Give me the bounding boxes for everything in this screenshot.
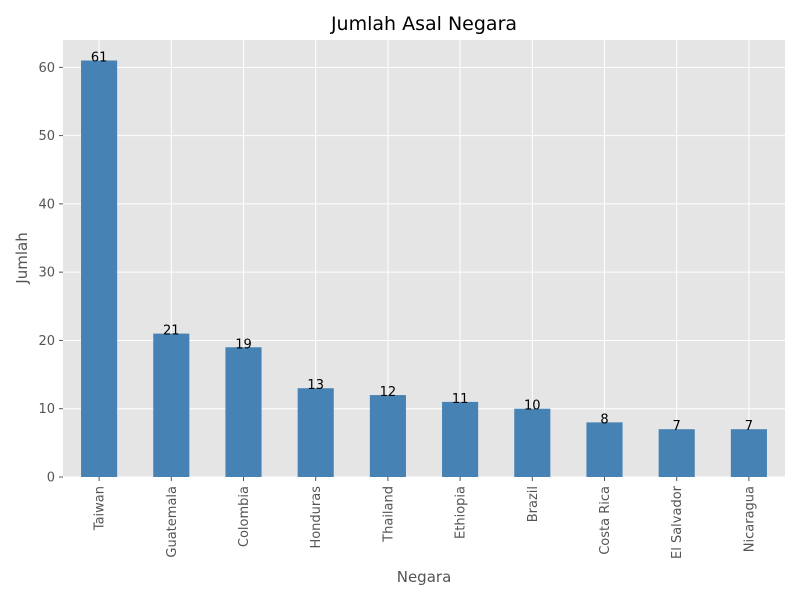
bar-nicaragua [730, 429, 767, 477]
data-label: 21 [163, 324, 180, 339]
y-ticks: 0 10 20 30 40 50 60 [38, 61, 63, 486]
bar-costa-rica [586, 422, 623, 477]
x-tick-label: Brazil [526, 486, 541, 522]
bars [81, 60, 767, 477]
data-labels: 61 21 19 13 12 11 10 8 7 7 [91, 50, 753, 434]
data-label: 11 [452, 392, 469, 407]
bar-colombia [225, 347, 262, 477]
y-tick-label: 10 [38, 402, 55, 417]
data-label: 7 [673, 419, 681, 434]
y-axis-title: Jumlah [13, 232, 31, 284]
bar-taiwan [81, 60, 118, 477]
y-tick-label: 0 [47, 471, 55, 486]
bar-honduras [297, 388, 334, 477]
y-tick-label: 60 [38, 61, 55, 76]
bar-brazil [514, 408, 551, 477]
bar-ethiopia [442, 401, 479, 477]
data-label: 19 [235, 337, 252, 352]
data-label: 7 [745, 419, 753, 434]
data-label: 61 [91, 50, 108, 65]
x-tick-label: Guatemala [165, 486, 180, 558]
x-axis-title: Negara [397, 568, 452, 586]
data-label: 10 [524, 399, 541, 414]
x-tick-label: El Salvador [670, 485, 685, 559]
x-tick-label: Honduras [309, 486, 324, 549]
y-tick-label: 40 [38, 197, 55, 212]
x-tick-label: Colombia [237, 486, 252, 547]
bar-guatemala [153, 333, 190, 477]
data-label: 12 [380, 385, 397, 400]
x-tick-label: Thailand [381, 486, 396, 543]
chart-title: Jumlah Asal Negara [330, 13, 517, 35]
x-tick-label: Costa Rica [598, 486, 613, 555]
data-label: 13 [307, 378, 324, 393]
x-tick-label: Taiwan [93, 486, 108, 531]
y-tick-label: 20 [38, 334, 55, 349]
data-label: 8 [600, 412, 608, 427]
x-tick-label: Nicaragua [742, 486, 757, 552]
x-tick-label: Ethiopia [454, 486, 469, 539]
x-ticks: Taiwan Guatemala Colombia Honduras Thailand E… [93, 477, 757, 559]
y-tick-label: 50 [38, 129, 55, 144]
bar-el-salvador [658, 429, 695, 477]
bar-thailand [369, 395, 406, 477]
y-tick-label: 30 [38, 266, 55, 281]
